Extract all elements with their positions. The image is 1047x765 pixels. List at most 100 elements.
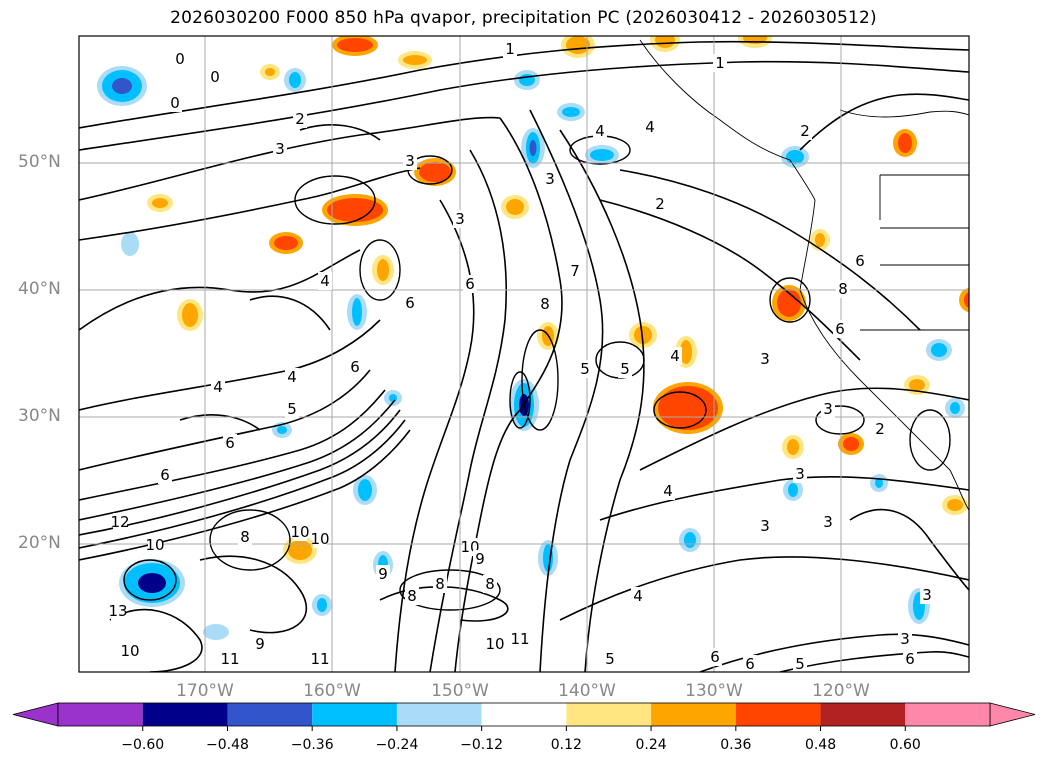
longitude-label: 170°W (176, 681, 234, 701)
negative-precip-core (931, 343, 947, 357)
contour-line (199, 555, 307, 634)
contour-label: 5 (620, 360, 630, 378)
contour-label-bg (653, 195, 667, 213)
positive-precip-core (152, 198, 168, 208)
contour-label-bg (453, 210, 467, 228)
contour-label-bg (631, 587, 645, 605)
positive-precip-core (274, 236, 298, 250)
contour-label-bg (503, 40, 517, 58)
contour-label-bg (568, 262, 582, 280)
contour-label: 8 (540, 295, 550, 313)
contour-label-bg (403, 294, 417, 312)
contour-label-bg (238, 528, 252, 546)
positive-precip-core (327, 198, 383, 222)
colorbar-bin (651, 703, 736, 726)
contour-line (79, 369, 371, 471)
longitude-label: 160°W (303, 681, 361, 701)
contour-label-bg (713, 54, 727, 72)
colorbar-bin (735, 703, 821, 726)
contour-label: 9 (255, 635, 265, 653)
contour-label: 11 (310, 650, 329, 668)
map-frame (78, 35, 970, 673)
contour-label-bg (463, 275, 477, 293)
negative-precip-core (590, 149, 614, 161)
contour-label: 6 (835, 320, 845, 338)
contour-label: 10 (290, 523, 309, 541)
negative-precip-core (875, 478, 883, 488)
contour-loop (769, 277, 811, 323)
contour-label: 0 (210, 68, 220, 86)
contour-label-bg (821, 513, 835, 531)
coastline-segment (799, 199, 969, 511)
longitude-label: 130°W (685, 681, 743, 701)
contour-line (454, 117, 563, 672)
latitude-label: 50°N (18, 152, 61, 172)
positive-precip-core (898, 133, 912, 153)
contour-label: 7 (570, 262, 580, 280)
contour-loop (509, 371, 531, 429)
contour-label: 5 (580, 360, 590, 378)
contour-loop (399, 569, 501, 611)
gridlines (79, 36, 969, 672)
negative-precip-peak (529, 140, 537, 156)
contour-label-bg (173, 50, 187, 68)
contour-label-bg (798, 122, 812, 140)
contour-label-bg (488, 635, 502, 653)
contour-label-bg (821, 400, 835, 418)
contour-label: 8 (407, 587, 417, 605)
contour-label: 8 (240, 528, 250, 546)
contour-label: 9 (378, 565, 388, 583)
colorbar-bin (481, 703, 567, 726)
contour-label: 3 (275, 140, 285, 158)
colorbar-bin (905, 703, 990, 726)
contour-label: 11 (510, 630, 529, 648)
colorbar-tick-label: −0.48 (206, 737, 249, 753)
contour-label: 3 (760, 517, 770, 535)
contour-line (79, 399, 396, 521)
contour-label: 10 (485, 635, 504, 653)
contour-label-bg (433, 575, 447, 593)
latitude-label: 30°N (18, 406, 61, 426)
positive-precip-core (403, 55, 427, 65)
contour-label: 3 (900, 630, 910, 648)
contour-label-bg (168, 94, 182, 112)
contour-label-bg (903, 650, 917, 668)
negative-precip-core (562, 107, 580, 117)
contour-label: 0 (175, 50, 185, 68)
contour-label: 10 (145, 536, 164, 554)
contour-line (619, 169, 921, 331)
map-title: 2026030200 F000 850 hPa qvapor, precipit… (170, 8, 877, 28)
coastline-segment (639, 39, 816, 201)
contour-loop (294, 175, 376, 225)
contour-label: 3 (760, 350, 770, 368)
positive-precip-core (506, 199, 524, 215)
positive-precip-core (265, 68, 275, 76)
contour-label-bg (898, 630, 912, 648)
positive-precip-core (909, 379, 925, 391)
colorbar-bin (58, 703, 143, 726)
positive-precip-core (419, 162, 451, 182)
contour-line (559, 129, 645, 672)
colorbar-tick-label: −0.12 (460, 737, 504, 753)
negative-precip-core (317, 598, 327, 612)
positive-precip-core (777, 289, 801, 317)
contour-label-bg (793, 655, 807, 673)
contour-line (849, 508, 969, 591)
contour-loop (209, 509, 291, 571)
colorbar-tick-label: 0.48 (804, 737, 837, 753)
colorbar-bin (820, 703, 906, 726)
contour-label-bg (313, 650, 327, 668)
contour-label-bg (758, 517, 772, 535)
contour-label: 5 (287, 400, 297, 418)
contour-label: 6 (745, 655, 755, 673)
positive-precip-area (959, 288, 969, 312)
contour-label: 6 (855, 252, 865, 270)
contour-label: 8 (485, 575, 495, 593)
contour-line (79, 409, 401, 536)
contour-line (79, 167, 421, 241)
coastline-segment (839, 109, 969, 118)
contour-label: 6 (405, 294, 415, 312)
contour-label-bg (743, 655, 757, 673)
contour-label: 3 (823, 513, 833, 531)
